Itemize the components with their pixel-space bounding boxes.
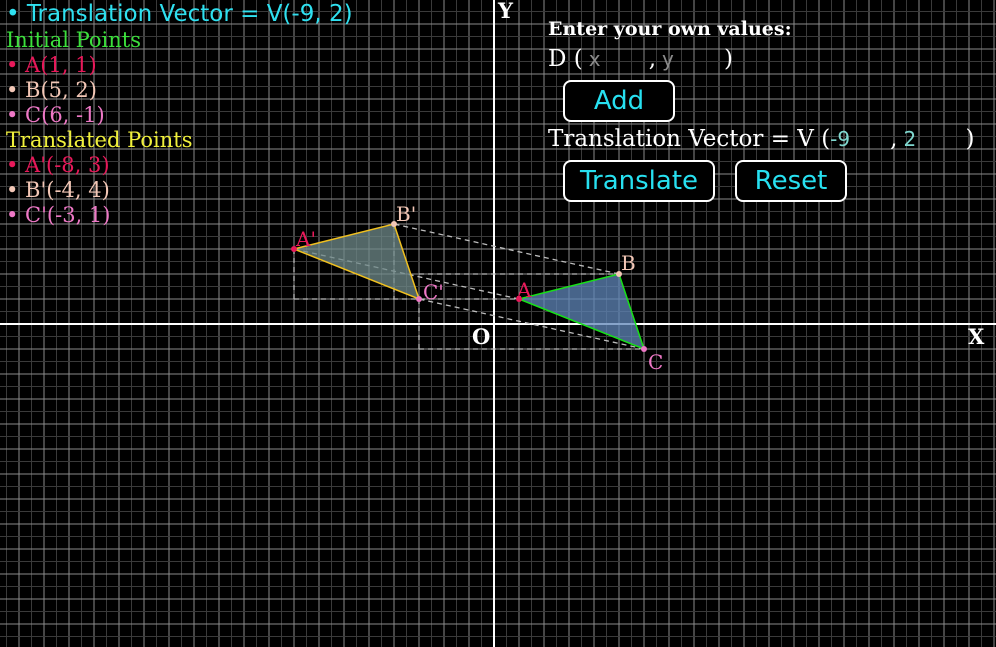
reset-button[interactable]: Reset	[735, 160, 847, 202]
point-y-input[interactable]	[662, 47, 725, 71]
translated-triangle	[291, 223, 421, 301]
vector-input-row: Translation Vector = V ( , )	[548, 124, 974, 154]
x-axis-label: X	[968, 324, 985, 349]
translated-label-1: B'	[396, 202, 416, 226]
translated-point-2	[416, 296, 422, 302]
translated-label-0: A'	[295, 227, 316, 251]
vector-comma: ,	[890, 126, 898, 152]
translated-point-a: • A'(-8, 3)	[6, 153, 110, 177]
origin-label: O	[472, 324, 490, 349]
point-input-row: D ( , )	[548, 44, 792, 74]
y-axis-label: Y	[497, 0, 514, 23]
vector-input-panel: Translation Vector = V ( , )	[548, 124, 974, 154]
translate-button[interactable]: Translate	[563, 160, 715, 202]
point-suffix: )	[724, 46, 734, 72]
initial-point-b: • B(5, 2)	[6, 78, 97, 102]
initial-point-a: • A(1, 1)	[6, 53, 97, 77]
initial-triangle	[516, 273, 646, 351]
translation-line-b	[393, 223, 620, 275]
translated-point-0	[291, 246, 297, 252]
input-panel: Enter your own values: D ( , )	[548, 14, 792, 74]
vector-prefix: Translation Vector = V (	[548, 126, 831, 152]
initial-point-2	[641, 346, 647, 352]
initial-label-2: C	[648, 350, 663, 374]
panel-heading: Enter your own values:	[548, 18, 792, 40]
graph-labels: X Y O A B C A' B' C'	[295, 0, 985, 374]
point-comma: ,	[648, 46, 657, 72]
vector-suffix: )	[965, 126, 975, 152]
legend: • Translation Vector = V(-9, 2) Initial …	[6, 0, 353, 228]
initial-point-c: • C(6, -1)	[6, 103, 105, 127]
point-prefix: D (	[548, 46, 583, 72]
vector-x-input[interactable]	[830, 127, 891, 151]
point-x-input[interactable]	[588, 47, 649, 71]
translated-label-2: C'	[423, 280, 444, 304]
translation-line-c	[418, 298, 645, 350]
initial-point-0	[516, 296, 522, 302]
translated-point-b: • B'(-4, 4)	[6, 178, 110, 202]
initial-label-1: B	[621, 251, 636, 275]
translated-points-heading: Translated Points	[6, 128, 193, 152]
triangles	[291, 221, 647, 352]
initial-point-1	[616, 271, 622, 277]
legend-title: • Translation Vector = V(-9, 2)	[6, 1, 353, 27]
initial-label-0: A	[516, 278, 532, 302]
translated-point-c: • C'(-3, 1)	[6, 203, 111, 227]
add-button[interactable]: Add	[563, 80, 675, 122]
initial-points-heading: Initial Points	[6, 28, 141, 52]
translated-point-1	[391, 221, 397, 227]
vector-y-input[interactable]	[903, 127, 966, 151]
